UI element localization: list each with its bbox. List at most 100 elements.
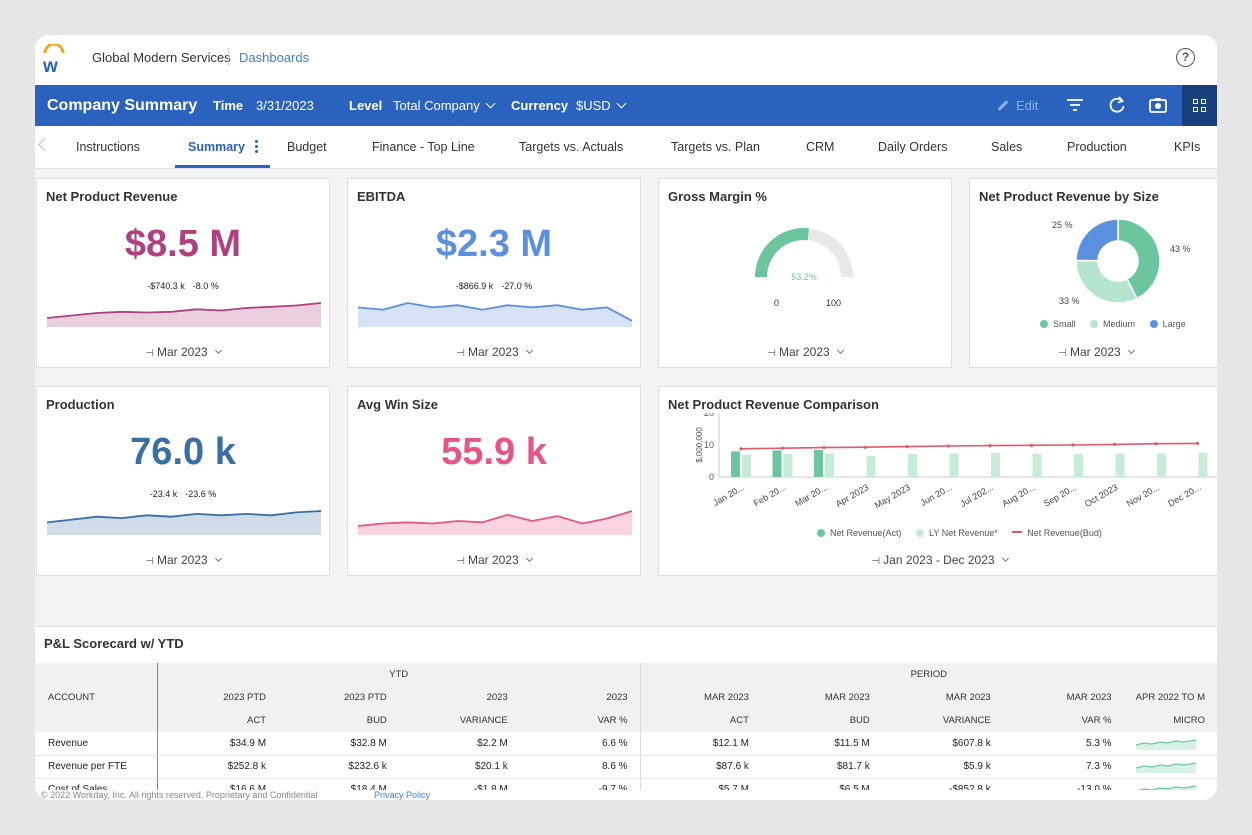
bar-net-revenue-act[interactable] [731, 451, 740, 477]
tab-targets-vs-actuals[interactable]: Targets vs. Actuals [519, 140, 624, 154]
help-icon[interactable]: ? [1176, 48, 1195, 67]
kpi-value: 55.9 k [441, 431, 547, 473]
point-net-revenue-bud[interactable] [863, 445, 868, 449]
breadcrumb-dashboards[interactable]: Dashboards [239, 50, 310, 65]
page-footer: © 2022 Workday, Inc. All rights reserved… [35, 790, 1217, 800]
x-tick-label: Aug 20... [1000, 482, 1036, 509]
point-net-revenue-bud[interactable] [739, 447, 743, 451]
avg-win-size-card[interactable]: Avg Win Size 55.9 k ⊣ Mar 2023 [347, 386, 641, 576]
currency-dropdown[interactable]: $USD [576, 85, 627, 126]
delta-abs: -23.4 k [149, 489, 178, 499]
tab-sales[interactable]: Sales [991, 140, 1023, 154]
point-net-revenue-bud[interactable] [1029, 443, 1034, 447]
point-net-revenue-bud[interactable] [1154, 442, 1158, 446]
grid-view-button[interactable] [1182, 85, 1217, 126]
time-value[interactable]: 3/31/2023 [256, 98, 314, 113]
bar-ly-net-revenue[interactable] [1157, 453, 1166, 477]
compare-arrow-icon: ⊣ [767, 348, 776, 359]
bar-ly-net-revenue[interactable] [949, 453, 959, 477]
gauge-chart: 53.2% [755, 227, 853, 282]
sparkline [47, 510, 321, 535]
chevron-left-icon[interactable] [38, 138, 51, 151]
bar-ly-net-revenue[interactable] [1115, 453, 1125, 477]
bar-ly-net-revenue[interactable] [742, 454, 751, 477]
time-label: Time [213, 98, 244, 113]
bar-ly-net-revenue[interactable] [783, 453, 793, 477]
bar-ly-net-revenue[interactable] [1032, 453, 1042, 477]
table-row[interactable]: Revenue $34.9 M $32.8 M $2.2 M 6.6 % $12.1 M $… [35, 732, 1217, 756]
point-net-revenue-bud[interactable] [780, 446, 785, 450]
donut-slice-large[interactable] [1075, 218, 1119, 262]
period-selector[interactable]: ⊣ Jan 2023 - Dec 2023 [659, 553, 1217, 567]
more-options-icon[interactable] [255, 140, 258, 154]
net-product-revenue-card[interactable]: Net Product Revenue $8.5 M -$740.3 k -8.0… [36, 178, 330, 368]
point-net-revenue-bud[interactable] [905, 445, 909, 449]
bar-ly-net-revenue[interactable] [1074, 453, 1083, 477]
ebitda-card[interactable]: EBITDA $2.3 M -$866.9 k -27.0 % ⊣ Mar 2023 [347, 178, 641, 368]
tab-production[interactable]: Production [1067, 140, 1127, 154]
sparkline [358, 510, 632, 535]
bar-ly-net-revenue[interactable] [991, 453, 1000, 477]
compare-arrow-icon: ⊣ [145, 556, 154, 567]
production-card[interactable]: Production 76.0 k -23.4 k -23.6 % ⊣ Mar 20… [36, 386, 330, 576]
point-net-revenue-bud[interactable] [946, 444, 951, 448]
table-row[interactable]: Revenue per FTE $252.8 k $232.6 k $20.1 k 8.… [35, 755, 1217, 779]
gross-margin-card[interactable]: Gross Margin % 53.2% 0 100 ⊣ Mar 2023 [658, 178, 952, 368]
period-selector[interactable]: ⊣ Mar 2023 [37, 553, 329, 567]
privacy-policy-link[interactable]: Privacy Policy [374, 790, 431, 800]
bar-net-revenue-act[interactable] [814, 449, 823, 477]
legend-ly-net-revenue: LY Net Revenue* [916, 528, 998, 538]
bar-ly-net-revenue[interactable] [908, 453, 917, 477]
tab-budget[interactable]: Budget [287, 140, 327, 154]
x-tick-label: Jul 202... [958, 482, 995, 509]
edit-button[interactable]: Edit [997, 85, 1038, 126]
period-selector[interactable]: ⊣ Mar 2023 [970, 345, 1217, 359]
tab-crm[interactable]: CRM [806, 140, 835, 154]
level-dropdown[interactable]: Total Company [393, 85, 496, 126]
tab-finance-top-line[interactable]: Finance - Top Line [372, 140, 475, 154]
point-net-revenue-bud[interactable] [1112, 442, 1117, 446]
workday-logo-icon[interactable]: w [42, 44, 66, 74]
refresh-icon[interactable] [1107, 95, 1127, 115]
point-net-revenue-bud[interactable] [1195, 441, 1200, 445]
point-net-revenue-bud[interactable] [822, 445, 826, 450]
value-cell: $34.9 M [157, 732, 279, 756]
sparkline-line [47, 510, 321, 524]
tab-kpis[interactable]: KPIs [1174, 140, 1201, 154]
card-title: Net Product Revenue [46, 189, 178, 204]
sparkline-line [47, 302, 321, 319]
sparkline-area [358, 511, 632, 535]
donut-slice-small[interactable] [1117, 218, 1161, 300]
tab-daily-orders[interactable]: Daily Orders [878, 140, 948, 154]
point-net-revenue-bud[interactable] [988, 444, 992, 448]
period-selector[interactable]: ⊣ Mar 2023 [348, 345, 640, 359]
slice-label-medium: 33 % [1059, 296, 1080, 306]
tab-summary[interactable]: Summary [188, 140, 245, 154]
period-value: Mar 2023 [157, 345, 208, 359]
column-header-top: MAR 2023 [1002, 686, 1124, 709]
kpi-value: $8.5 M [124, 223, 242, 265]
bar-ly-net-revenue[interactable] [825, 453, 834, 477]
bar-net-revenue-act[interactable] [772, 450, 782, 477]
kpi-value: $2.3 M [435, 223, 553, 265]
bar-ly-net-revenue[interactable] [1198, 452, 1208, 477]
tab-instructions[interactable]: Instructions [76, 140, 140, 154]
delta-pct: -8.0 % [192, 281, 219, 291]
tab-targets-vs-plan[interactable]: Targets vs. Plan [671, 140, 760, 154]
breadcrumb-divider [228, 48, 229, 66]
period-selector[interactable]: ⊣ Mar 2023 [37, 345, 329, 359]
donut-slice-medium[interactable] [1075, 259, 1138, 304]
bar-ly-net-revenue[interactable] [866, 456, 876, 477]
edit-label: Edit [1016, 98, 1039, 113]
period-selector[interactable]: ⊣ Mar 2023 [659, 345, 951, 359]
revenue-comparison-card[interactable]: Net Product Revenue Comparison 0 10 20 $,00… [658, 386, 1217, 576]
filter-icon[interactable] [1065, 95, 1085, 115]
donut-chart [1075, 218, 1161, 304]
camera-icon[interactable] [1148, 95, 1168, 115]
slice-label-large: 25 % [1052, 220, 1073, 230]
value-cell: $252.8 k [157, 755, 279, 779]
period-selector[interactable]: ⊣ Mar 2023 [348, 553, 640, 567]
account-header: ACCOUNT [35, 663, 158, 732]
revenue-by-size-card[interactable]: Net Product Revenue by Size 25 % 43 % 33… [969, 178, 1217, 368]
point-net-revenue-bud[interactable] [1071, 443, 1075, 447]
